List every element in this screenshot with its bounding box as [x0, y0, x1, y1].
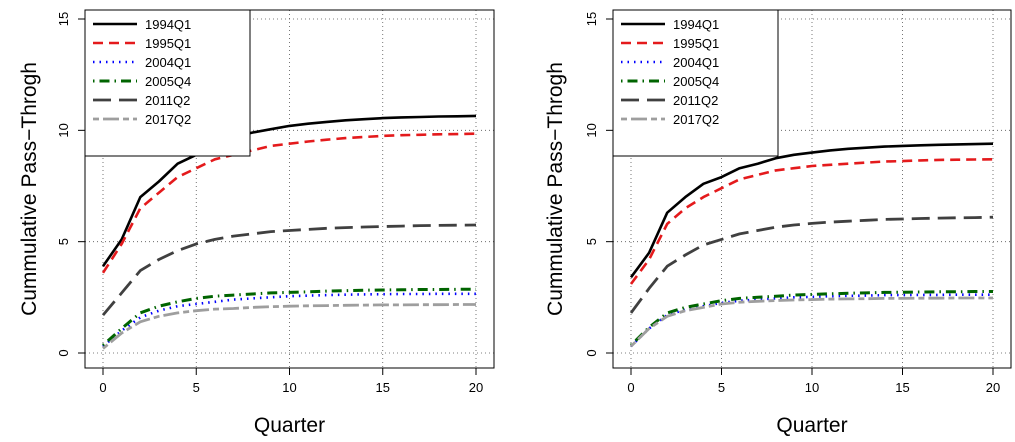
x-tick-label: 0 [627, 380, 634, 395]
x-axis-title: Quarter [254, 414, 325, 437]
legend-label: 2004Q1 [673, 55, 719, 70]
legend-label: 2011Q2 [145, 93, 190, 108]
y-tick-label: 5 [584, 238, 599, 245]
x-tick-label: 10 [282, 380, 296, 395]
x-tick-label: 20 [469, 380, 483, 395]
series-line-2011Q2 [629, 215, 994, 314]
y-tick-label: 15 [56, 12, 71, 26]
y-tick-label: 15 [584, 12, 599, 26]
y-axis-title: Cummulative Pass−Throgh [18, 62, 41, 316]
legend-box [84, 9, 251, 157]
y-tick-label: 0 [56, 349, 71, 356]
y-tick-label: 10 [56, 123, 71, 137]
legend-label: 2011Q2 [673, 93, 718, 108]
legend-label: 1995Q1 [673, 36, 719, 51]
legend-label: 1995Q1 [145, 36, 191, 51]
series-line-1995Q1 [629, 158, 994, 285]
legend-label: 2005Q4 [673, 74, 719, 89]
x-tick-label: 10 [805, 380, 819, 395]
series-line-1994Q1 [101, 114, 477, 267]
legend-label: 2017Q2 [145, 112, 191, 127]
series-line-2005Q4 [102, 287, 476, 347]
x-tick-label: 5 [718, 380, 725, 395]
chart-panel-1: 0 5 10 15 20 0 5 10 15 Quarter Cummulative Pass−Th… [18, 9, 495, 437]
series-line-2017Q2 [630, 296, 993, 348]
legend-label: 1994Q1 [145, 17, 191, 32]
y-axis-title: Cummulative Pass−Throgh [544, 62, 567, 316]
legend-label: 1994Q1 [673, 17, 719, 32]
series-line-1994Q1 [629, 142, 994, 279]
x-axis-title: Quarter [776, 414, 847, 437]
series-line-2005Q4 [629, 290, 993, 347]
x-tick-label: 20 [986, 380, 1000, 395]
y-tick-label: 10 [584, 123, 599, 137]
x-tick-label: 5 [193, 380, 200, 395]
legend-label: 2005Q4 [145, 74, 191, 89]
series-line-2017Q2 [102, 303, 476, 350]
y-tick-label: 5 [56, 238, 71, 245]
series-line-2011Q2 [101, 223, 477, 317]
x-tick-label: 15 [895, 380, 909, 395]
legend-label: 2004Q1 [145, 55, 191, 70]
x-tick-label: 0 [99, 380, 106, 395]
legend-box [612, 9, 779, 157]
chart-panel-2: 0 5 10 15 20 0 5 10 15 Quarter Cummulative Pass−Th… [544, 9, 1012, 437]
y-tick-label: 0 [584, 349, 599, 356]
series-line-1995Q1 [101, 132, 477, 274]
legend-label: 2017Q2 [673, 112, 719, 127]
x-tick-label: 15 [376, 380, 390, 395]
